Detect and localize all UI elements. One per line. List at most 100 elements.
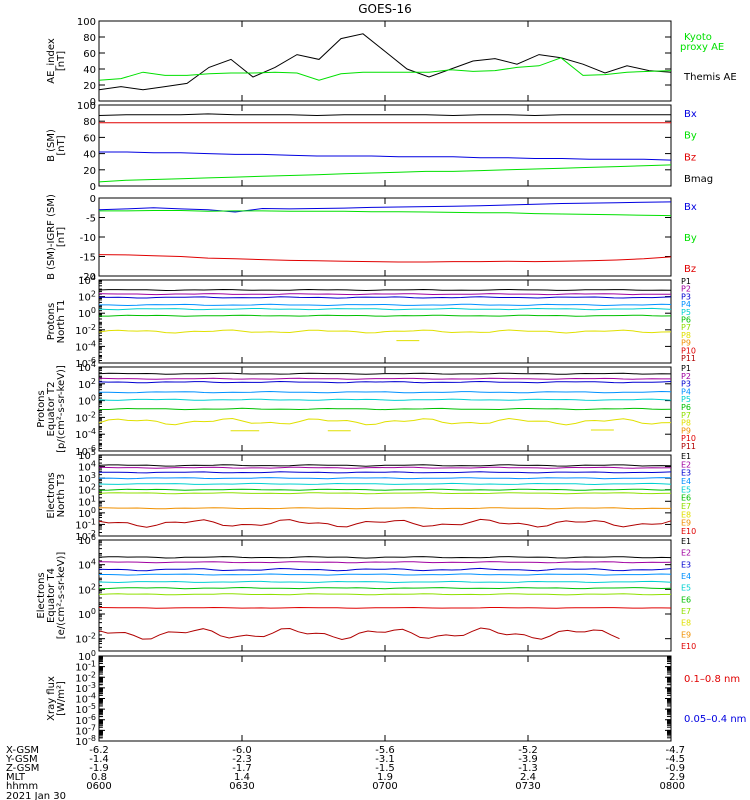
legend-entry: E10 bbox=[681, 527, 696, 536]
series-line-en bbox=[98, 471, 672, 474]
panel-frame bbox=[98, 104, 672, 187]
legend-entry: P2 bbox=[681, 285, 691, 294]
legend-entry: E8 bbox=[681, 619, 691, 628]
legend-entry: E10 bbox=[681, 642, 696, 651]
orbit-row-label: MLT bbox=[6, 772, 26, 783]
legend-entry: By bbox=[684, 131, 697, 142]
series-line-en bbox=[98, 466, 672, 469]
legend-entry: Bz bbox=[684, 152, 696, 163]
legend-entry: E4 bbox=[681, 477, 691, 486]
series-line-pe bbox=[98, 398, 672, 401]
orbit-row-value: 2.4 bbox=[520, 772, 536, 783]
legend-entry: P1 bbox=[681, 364, 691, 373]
orbit-row-value: -0.9 bbox=[665, 763, 685, 774]
y-axis-label: ElectronsNorth T3 bbox=[46, 472, 67, 518]
orbit-row-value: -1.4 bbox=[89, 754, 109, 765]
y-tick-label: 104 bbox=[78, 273, 96, 287]
orbit-row: X-GSM -6.2 -6.0 -5.6 -5.2 -4.7 bbox=[6, 745, 685, 756]
y-tick-label: 60 bbox=[83, 133, 96, 144]
y-tick-label: 100 bbox=[78, 649, 96, 663]
legend-entry: P3 bbox=[681, 292, 691, 301]
y-tick-label: 104 bbox=[78, 460, 96, 474]
y-tick-label: 100 bbox=[78, 306, 96, 320]
orbit-row-label: Y-GSM bbox=[5, 754, 38, 765]
legend-entry: E1 bbox=[681, 537, 691, 546]
orbit-row-value: -5.2 bbox=[518, 745, 538, 756]
y-tick-label: 104 bbox=[78, 558, 96, 572]
series-line-pe bbox=[98, 377, 671, 380]
series-line-bsm bbox=[99, 151, 672, 161]
series-line-ee bbox=[98, 561, 672, 564]
y-tick-label: -15 bbox=[80, 253, 96, 264]
legend-entry: E8 bbox=[681, 510, 691, 519]
panel-frame bbox=[98, 20, 672, 102]
legend-entry: P2 bbox=[681, 372, 691, 381]
series-line-bdiff bbox=[98, 254, 672, 263]
legend-entry: Bz bbox=[684, 264, 696, 275]
legend-entry: P10 bbox=[681, 434, 696, 443]
legend-entry: P1 bbox=[681, 277, 691, 286]
legend-entry: P4 bbox=[681, 387, 691, 396]
legend-entry: 0.05–0.4 nm bbox=[684, 714, 746, 725]
legend-entry: 0.1–0.8 nm bbox=[684, 674, 740, 685]
series-line-ee bbox=[98, 556, 672, 559]
legend-entry: By bbox=[684, 233, 697, 244]
series-line-pe bbox=[99, 390, 672, 394]
orbit-row-value: -1.5 bbox=[375, 763, 395, 774]
legend-entry: E7 bbox=[681, 502, 691, 511]
y-tick-label: 100 bbox=[77, 17, 96, 28]
orbit-row-value: -6.2 bbox=[89, 745, 109, 756]
legend-entry: P5 bbox=[681, 395, 691, 404]
legend-entry: Bx bbox=[684, 109, 697, 120]
date-label: 2021 Jan 30 bbox=[6, 791, 66, 800]
orbit-row-value: -4.5 bbox=[665, 754, 685, 765]
orbit-row: hhmm 0600 0630 0700 0730 0800 bbox=[6, 781, 685, 792]
legend-entry: Bmag bbox=[684, 174, 713, 185]
y-tick-label: 10-2 bbox=[75, 323, 96, 337]
series-line-ee bbox=[98, 567, 672, 572]
legend-entry: E4 bbox=[681, 572, 691, 581]
orbit-row-value: 2.9 bbox=[669, 772, 685, 783]
y-tick-label: 10-6 bbox=[75, 356, 96, 370]
series-line-pn bbox=[99, 303, 672, 307]
orbit-row: Z-GSM -1.9 -1.7 -1.5 -1.3 -0.9 bbox=[6, 763, 685, 774]
orbit-row-value: 0800 bbox=[660, 781, 685, 792]
legend-entry: P8 bbox=[681, 331, 691, 340]
series-line-ee bbox=[99, 573, 672, 576]
legend-entry: P10 bbox=[681, 346, 696, 355]
y-tick-label: -5 bbox=[86, 214, 96, 225]
legend-entry: E1 bbox=[681, 452, 691, 461]
orbit-row-value: -6.0 bbox=[232, 745, 252, 756]
y-tick-label: 104 bbox=[78, 360, 96, 374]
orbit-row-value: 1.9 bbox=[377, 772, 393, 783]
y-tick-label: -10 bbox=[80, 233, 96, 244]
series-line-pe bbox=[98, 372, 672, 375]
series-line-en bbox=[98, 518, 672, 528]
y-tick-label: 10-4 bbox=[75, 427, 96, 441]
legend-entry: E7 bbox=[681, 607, 691, 616]
y-tick-label: 10-6 bbox=[75, 444, 96, 458]
series-line-pn bbox=[98, 296, 672, 299]
y-tick-label: 102 bbox=[78, 377, 96, 391]
legend-entry: E6 bbox=[681, 595, 691, 604]
legend-entry: P3 bbox=[681, 380, 691, 389]
y-tick-label: 0 bbox=[90, 194, 96, 205]
legend-entry: Bx bbox=[684, 202, 697, 213]
y-tick-label: 60 bbox=[83, 49, 96, 60]
orbit-row-value: -3.9 bbox=[518, 754, 538, 765]
legend-entry: E9 bbox=[681, 630, 691, 639]
y-tick-label: 103 bbox=[78, 471, 96, 485]
y-tick-label: 10-7 bbox=[75, 723, 96, 737]
orbit-row-value: -5.6 bbox=[375, 745, 395, 756]
y-tick-label: 100 bbox=[77, 101, 96, 112]
y-tick-label: 80 bbox=[83, 33, 96, 44]
legend-entry: E3 bbox=[681, 560, 691, 569]
y-tick-label: 20 bbox=[83, 81, 96, 92]
y-tick-label: 0 bbox=[90, 182, 96, 193]
figure-title: GOES-16 bbox=[358, 2, 412, 16]
legend-entry: P11 bbox=[681, 442, 696, 451]
